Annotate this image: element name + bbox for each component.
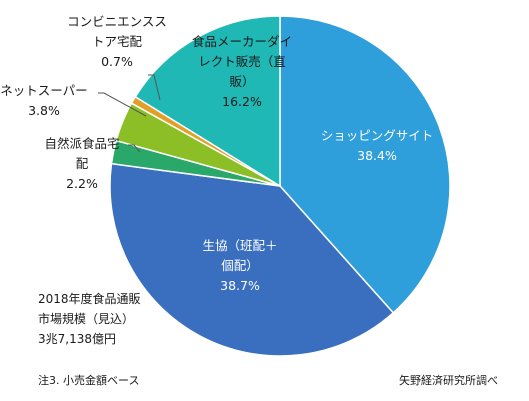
- market-size-line-2: 市場規模（見込）: [38, 311, 134, 326]
- slice-label-maker-direct-line-3: 販）: [229, 74, 254, 89]
- slice-label-convenience-line-1: コンビニエンスス: [67, 14, 167, 29]
- slice-label-shizenha-line-2: 配: [76, 156, 89, 171]
- slice-value-coop: 38.7%: [220, 278, 260, 293]
- slice-value-shopping-site: 38.4%: [357, 148, 397, 163]
- market-size-line-3: 3兆7,138億円: [38, 332, 116, 346]
- slice-label-netsuper-line-1: ネットスーパー: [0, 83, 87, 98]
- slice-value-netsuper: 3.8%: [28, 103, 60, 118]
- footnote: 注3. 小売金額ベース: [38, 373, 139, 387]
- pie-slices: [109, 15, 451, 357]
- slice-label-maker-direct-line-2: レクト販売（直: [198, 54, 286, 69]
- slice-value-maker-direct: 16.2%: [222, 94, 262, 109]
- slice-label-shopping-site-line-1: ショッピングサイト: [321, 128, 434, 143]
- market-size-label: 2018年度食品通販 市場規模（見込） 3兆7,138億円: [38, 291, 141, 346]
- slice-label-maker-direct-line-1: 食品メーカーダイ: [192, 34, 292, 49]
- leader-line-convenience: [148, 74, 161, 101]
- slice-label-coop-line-1: 生協（班配＋: [202, 238, 277, 253]
- slice-label-shizenha-line-1: 自然派食品宅: [44, 136, 119, 151]
- source-note: 矢野経済研究所調べ: [399, 373, 498, 387]
- leader-lines: [98, 74, 161, 153]
- pie-slice-shopping-site: [279, 15, 451, 314]
- slice-label-convenience-line-2: トア宅配: [92, 34, 143, 49]
- leader-line-shizenha: [128, 144, 141, 153]
- pie-slice-maker-direct: [134, 15, 281, 188]
- slice-label-coop-line-2: 個配）: [221, 258, 259, 273]
- pie-slice-coop: [109, 162, 395, 357]
- leader-line-netsuper: [98, 92, 147, 117]
- slice-value-shizenha: 2.2%: [66, 176, 98, 191]
- slice-value-convenience: 0.7%: [101, 54, 133, 69]
- market-size-line-1: 2018年度食品通販: [38, 291, 141, 306]
